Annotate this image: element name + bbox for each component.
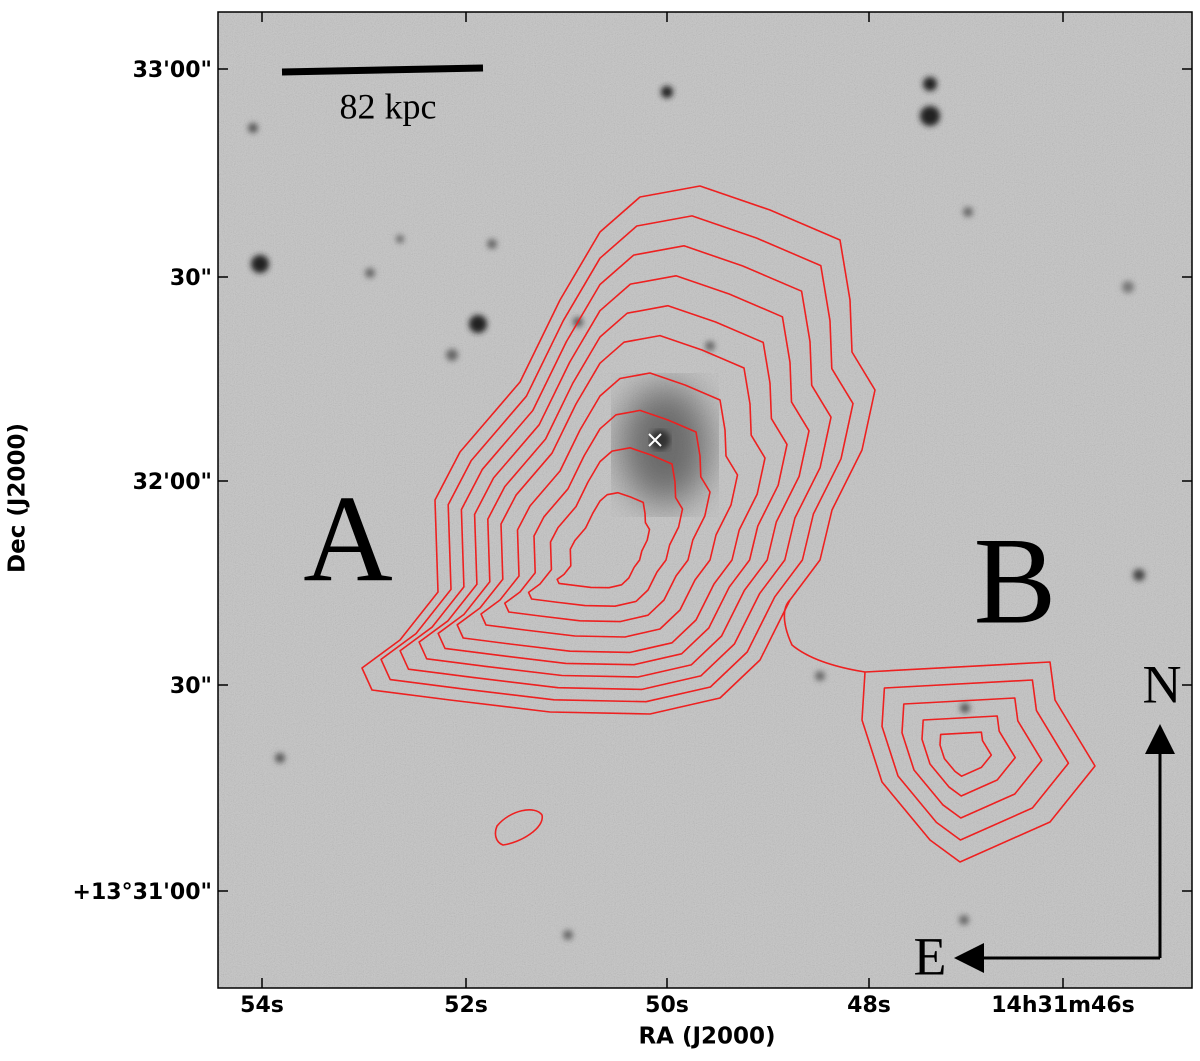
contour	[556, 491, 651, 589]
contour	[480, 372, 739, 638]
x-tick-label: 50s	[645, 993, 689, 1018]
x-tick-label: 52s	[444, 993, 488, 1018]
scale-label: 82 kpc	[340, 86, 437, 126]
y-tick-label: 30"	[170, 266, 212, 291]
region-label: B	[974, 512, 1057, 649]
compass-label: E	[914, 926, 947, 986]
x-tick-label: 14h31m46s	[991, 993, 1135, 1018]
y-tick-label: +13°31'00"	[73, 880, 212, 905]
contour	[437, 304, 788, 666]
y-ticks: 33'00" 30" 32'00" 30" +13°31'00"	[73, 58, 1192, 905]
frame	[217, 11, 1193, 989]
y-tick-label: 30"	[170, 674, 212, 699]
contour	[881, 679, 1070, 841]
contour	[494, 809, 543, 846]
x-ticks: 54s 52s 50s 48s 14h31m46s	[240, 12, 1135, 1018]
contour	[456, 334, 766, 654]
x-axis-label: RA (J2000)	[638, 1024, 775, 1050]
contour	[921, 715, 1016, 797]
sky-image	[218, 12, 1192, 988]
contour	[399, 245, 832, 691]
contour	[504, 409, 711, 623]
y-tick-label: 32'00"	[133, 470, 212, 495]
contour	[783, 599, 866, 673]
scale-bar	[281, 64, 484, 76]
center-marker	[648, 433, 662, 447]
contours	[361, 185, 1096, 863]
compass-label: N	[1143, 654, 1182, 714]
contour	[939, 731, 993, 777]
y-axis-label: Dec (J2000)	[5, 423, 31, 573]
contour	[380, 215, 854, 703]
contour	[901, 697, 1043, 819]
contour	[527, 447, 684, 607]
contour	[361, 185, 876, 715]
x-tick-label: 48s	[847, 993, 891, 1018]
region-label: A	[303, 470, 393, 607]
contour	[418, 275, 810, 678]
y-tick-label: 33'00"	[133, 58, 212, 83]
x-tick-label: 54s	[240, 993, 284, 1018]
contour	[861, 661, 1096, 863]
